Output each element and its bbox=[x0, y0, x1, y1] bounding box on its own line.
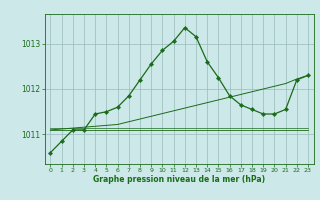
X-axis label: Graphe pression niveau de la mer (hPa): Graphe pression niveau de la mer (hPa) bbox=[93, 175, 265, 184]
